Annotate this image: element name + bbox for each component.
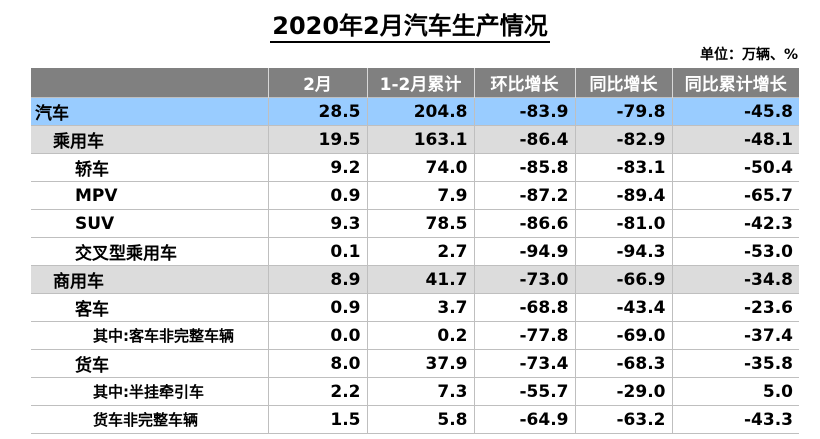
table-cell: -79.8: [574, 97, 672, 126]
table-cell: -45.8: [671, 97, 799, 126]
table-cell: 0.0: [267, 321, 367, 350]
table-cell: -63.2: [574, 405, 672, 434]
table-cell: -89.4: [574, 181, 672, 210]
table-cell: 8.0: [267, 349, 367, 378]
unit-label: 单位：万辆、%: [699, 47, 798, 63]
table-cell: -81.0: [574, 209, 672, 238]
table-cell: 0.1: [267, 237, 367, 266]
table-cell: -86.6: [473, 209, 575, 238]
table-row: SUV 9.3 78.5 -86.6 -81.0 -42.3: [31, 209, 799, 238]
header-row: 2月 1-2月累计 环比增长 同比增长 同比累计增长: [31, 68, 799, 98]
row-label: 客车: [31, 293, 268, 322]
table-cell: -43.4: [574, 293, 672, 322]
table-cell: 28.5: [267, 97, 367, 126]
table-cell: -83.9: [473, 97, 575, 126]
row-label: 其中:客车非完整车辆: [31, 321, 268, 350]
table-cell: 78.5: [366, 209, 474, 238]
table-cell: -29.0: [574, 377, 672, 406]
table-cell: 1.5: [267, 405, 367, 434]
page-title: 2020年2月汽车生产情况: [0, 6, 820, 43]
table-cell: -66.9: [574, 265, 672, 294]
row-label: 轿车: [31, 153, 268, 182]
table-cell: 8.9: [267, 265, 367, 294]
table-cell: -23.6: [671, 293, 799, 322]
table-row: 其中:半挂牵引车 2.2 7.3 -55.7 -29.0 5.0: [31, 377, 799, 406]
table-cell: -68.8: [473, 293, 575, 322]
header-cell: [31, 68, 268, 98]
table-cell: -65.7: [671, 181, 799, 210]
table-cell: -82.9: [574, 125, 672, 154]
table-row: 货车 8.0 37.9 -73.4 -68.3 -35.8: [31, 349, 799, 378]
row-label: 交叉型乘用车: [31, 237, 268, 266]
header-cell: 同比累计增长: [671, 68, 799, 98]
table-row: 客车 0.9 3.7 -68.8 -43.4 -23.6: [31, 293, 799, 322]
production-table: 2月 1-2月累计 环比增长 同比增长 同比累计增长 汽车 28.5 204.8 -8…: [31, 68, 799, 434]
table-cell: -86.4: [473, 125, 575, 154]
table-cell: 0.9: [267, 293, 367, 322]
table-cell: -64.9: [473, 405, 575, 434]
row-label: 货车非完整车辆: [31, 405, 268, 434]
table-cell: -34.8: [671, 265, 799, 294]
header-cell: 2月: [267, 68, 367, 98]
table-cell: 37.9: [366, 349, 474, 378]
table-row: 乘用车 19.5 163.1 -86.4 -82.9 -48.1: [31, 125, 799, 154]
table-cell: -87.2: [473, 181, 575, 210]
table-cell: -73.4: [473, 349, 575, 378]
table-cell: 74.0: [366, 153, 474, 182]
table-row: 其中:客车非完整车辆 0.0 0.2 -77.8 -69.0 -37.4: [31, 321, 799, 350]
table-cell: 163.1: [366, 125, 474, 154]
table-cell: -69.0: [574, 321, 672, 350]
table-cell: 19.5: [267, 125, 367, 154]
table-cell: 204.8: [366, 97, 474, 126]
table-cell: -55.7: [473, 377, 575, 406]
table-row: 交叉型乘用车 0.1 2.7 -94.9 -94.3 -53.0: [31, 237, 799, 266]
table-cell: 0.2: [366, 321, 474, 350]
table-row: MPV 0.9 7.9 -87.2 -89.4 -65.7: [31, 181, 799, 210]
header-cell: 环比增长: [473, 68, 575, 98]
table-cell: -50.4: [671, 153, 799, 182]
table-cell: 9.3: [267, 209, 367, 238]
table-cell: -85.8: [473, 153, 575, 182]
table-cell: 41.7: [366, 265, 474, 294]
table-cell: 5.0: [671, 377, 799, 406]
row-label: 商用车: [31, 265, 268, 294]
table-cell: 9.2: [267, 153, 367, 182]
table-cell: -77.8: [473, 321, 575, 350]
table-body: 汽车 28.5 204.8 -83.9 -79.8 -45.8 乘用车 19.5 163.1 -8…: [31, 97, 799, 434]
table-cell: -68.3: [574, 349, 672, 378]
table-cell: 3.7: [366, 293, 474, 322]
table-row: 商用车 8.9 41.7 -73.0 -66.9 -34.8: [31, 265, 799, 294]
table-cell: 7.3: [366, 377, 474, 406]
header-cell: 同比增长: [574, 68, 672, 98]
table-cell: 2.2: [267, 377, 367, 406]
table-cell: -43.3: [671, 405, 799, 434]
table-cell: -35.8: [671, 349, 799, 378]
table-cell: 2.7: [366, 237, 474, 266]
row-label: 货车: [31, 349, 268, 378]
table-cell: -94.3: [574, 237, 672, 266]
row-label: MPV: [31, 181, 268, 210]
title-text: 2020年2月汽车生产情况: [270, 12, 550, 43]
table-cell: -42.3: [671, 209, 799, 238]
table-cell: -94.9: [473, 237, 575, 266]
table-row: 汽车 28.5 204.8 -83.9 -79.8 -45.8: [31, 97, 799, 126]
table-cell: 7.9: [366, 181, 474, 210]
row-label: 乘用车: [31, 125, 268, 154]
table-cell: -73.0: [473, 265, 575, 294]
table-cell: 5.8: [366, 405, 474, 434]
table-cell: -37.4: [671, 321, 799, 350]
table-cell: 0.9: [267, 181, 367, 210]
table-cell: -48.1: [671, 125, 799, 154]
table-cell: -53.0: [671, 237, 799, 266]
table-row: 货车非完整车辆 1.5 5.8 -64.9 -63.2 -43.3: [31, 405, 799, 434]
header-cell: 1-2月累计: [366, 68, 474, 98]
table-row: 轿车 9.2 74.0 -85.8 -83.1 -50.4: [31, 153, 799, 182]
row-label: SUV: [31, 209, 268, 238]
row-label: 汽车: [31, 97, 268, 126]
row-label: 其中:半挂牵引车: [31, 377, 268, 406]
table-cell: -83.1: [574, 153, 672, 182]
